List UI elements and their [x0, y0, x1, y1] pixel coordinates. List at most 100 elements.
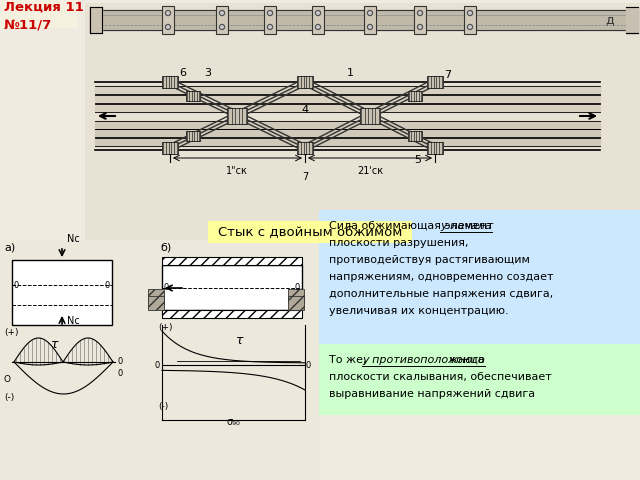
- FancyBboxPatch shape: [12, 260, 112, 325]
- Circle shape: [221, 12, 223, 14]
- Text: напряжениям, одновременно создает: напряжениям, одновременно создает: [329, 272, 554, 282]
- Text: τ: τ: [236, 334, 244, 347]
- Text: О: О: [4, 375, 11, 384]
- FancyBboxPatch shape: [186, 91, 200, 101]
- FancyBboxPatch shape: [162, 310, 302, 318]
- FancyBboxPatch shape: [319, 344, 640, 415]
- Circle shape: [268, 11, 273, 15]
- Text: Стык с двойным обжимом: Стык с двойным обжимом: [218, 226, 402, 239]
- Text: у начала: у начала: [440, 221, 492, 231]
- Circle shape: [220, 11, 225, 15]
- FancyBboxPatch shape: [162, 265, 302, 310]
- Circle shape: [419, 12, 421, 14]
- FancyBboxPatch shape: [0, 0, 78, 28]
- FancyBboxPatch shape: [297, 76, 313, 88]
- FancyBboxPatch shape: [0, 240, 320, 480]
- Circle shape: [467, 24, 472, 29]
- FancyBboxPatch shape: [408, 131, 422, 141]
- FancyBboxPatch shape: [288, 289, 304, 303]
- FancyBboxPatch shape: [288, 296, 304, 310]
- FancyBboxPatch shape: [312, 6, 324, 34]
- Circle shape: [316, 11, 321, 15]
- Text: 0: 0: [164, 284, 169, 292]
- Text: (+): (+): [158, 323, 173, 332]
- Text: 1"ск: 1"ск: [226, 166, 248, 176]
- Text: б): б): [160, 243, 172, 253]
- Text: Лекция 11
№11/7: Лекция 11 №11/7: [4, 1, 84, 32]
- Circle shape: [417, 11, 422, 15]
- FancyBboxPatch shape: [186, 131, 200, 141]
- FancyBboxPatch shape: [85, 3, 640, 240]
- Circle shape: [316, 24, 321, 29]
- Text: 7: 7: [302, 172, 308, 182]
- Text: 6: 6: [179, 68, 186, 78]
- Text: Сила обжимающая элемент: Сила обжимающая элемент: [329, 221, 497, 231]
- Circle shape: [419, 26, 421, 28]
- Circle shape: [221, 26, 223, 28]
- Text: выравнивание напряжений сдвига: выравнивание напряжений сдвига: [329, 389, 535, 399]
- FancyBboxPatch shape: [148, 296, 164, 310]
- Text: 21'ск: 21'ск: [357, 166, 383, 176]
- Text: увеличивая их концентрацию.: увеличивая их концентрацию.: [329, 306, 509, 316]
- Text: 0: 0: [117, 370, 122, 379]
- Circle shape: [167, 26, 169, 28]
- Text: противодействуя растягивающим: противодействуя растягивающим: [329, 255, 530, 265]
- Text: 4: 4: [301, 105, 308, 115]
- Circle shape: [369, 26, 371, 28]
- FancyBboxPatch shape: [162, 76, 178, 88]
- Text: Nc: Nc: [67, 316, 80, 326]
- FancyBboxPatch shape: [319, 210, 640, 346]
- Circle shape: [468, 12, 471, 14]
- Circle shape: [367, 24, 372, 29]
- Circle shape: [268, 24, 273, 29]
- Text: конца: конца: [446, 355, 484, 365]
- FancyBboxPatch shape: [427, 76, 443, 88]
- Circle shape: [317, 26, 319, 28]
- Text: 0: 0: [295, 284, 300, 292]
- FancyBboxPatch shape: [90, 8, 98, 32]
- FancyBboxPatch shape: [427, 142, 443, 154]
- Text: у противоположного: у противоположного: [362, 355, 485, 365]
- Text: 5: 5: [415, 155, 422, 165]
- FancyBboxPatch shape: [364, 6, 376, 34]
- Text: 0: 0: [155, 360, 160, 370]
- Text: 0: 0: [14, 280, 19, 289]
- Text: σ₉₀: σ₉₀: [226, 417, 240, 427]
- Circle shape: [166, 11, 170, 15]
- Text: 7: 7: [444, 70, 452, 80]
- FancyBboxPatch shape: [630, 8, 638, 32]
- Circle shape: [220, 24, 225, 29]
- FancyBboxPatch shape: [408, 91, 422, 101]
- Circle shape: [269, 26, 271, 28]
- FancyBboxPatch shape: [360, 108, 380, 124]
- Circle shape: [467, 11, 472, 15]
- Circle shape: [269, 12, 271, 14]
- FancyBboxPatch shape: [264, 6, 276, 34]
- FancyBboxPatch shape: [148, 289, 164, 303]
- Text: 1: 1: [346, 68, 353, 78]
- Text: 0: 0: [117, 358, 122, 367]
- Circle shape: [369, 12, 371, 14]
- FancyBboxPatch shape: [162, 257, 302, 265]
- Text: плоскости разрушения,: плоскости разрушения,: [329, 238, 468, 248]
- Text: (-): (-): [158, 402, 168, 411]
- Circle shape: [417, 24, 422, 29]
- Text: дополнительные напряжения сдвига,: дополнительные напряжения сдвига,: [329, 289, 553, 299]
- Text: д: д: [605, 13, 614, 26]
- FancyBboxPatch shape: [162, 142, 178, 154]
- Text: плоскости скалывания, обеспечивает: плоскости скалывания, обеспечивает: [329, 372, 552, 382]
- Text: (+): (+): [4, 328, 19, 337]
- Text: 3: 3: [205, 68, 211, 78]
- Text: τ: τ: [51, 338, 59, 351]
- FancyBboxPatch shape: [208, 221, 412, 243]
- Circle shape: [317, 12, 319, 14]
- Circle shape: [166, 24, 170, 29]
- Text: а): а): [4, 243, 15, 253]
- FancyBboxPatch shape: [297, 142, 313, 154]
- FancyBboxPatch shape: [216, 6, 228, 34]
- Text: То же,: То же,: [329, 355, 370, 365]
- FancyBboxPatch shape: [227, 108, 247, 124]
- Text: 0: 0: [306, 360, 311, 370]
- Circle shape: [367, 11, 372, 15]
- FancyBboxPatch shape: [414, 6, 426, 34]
